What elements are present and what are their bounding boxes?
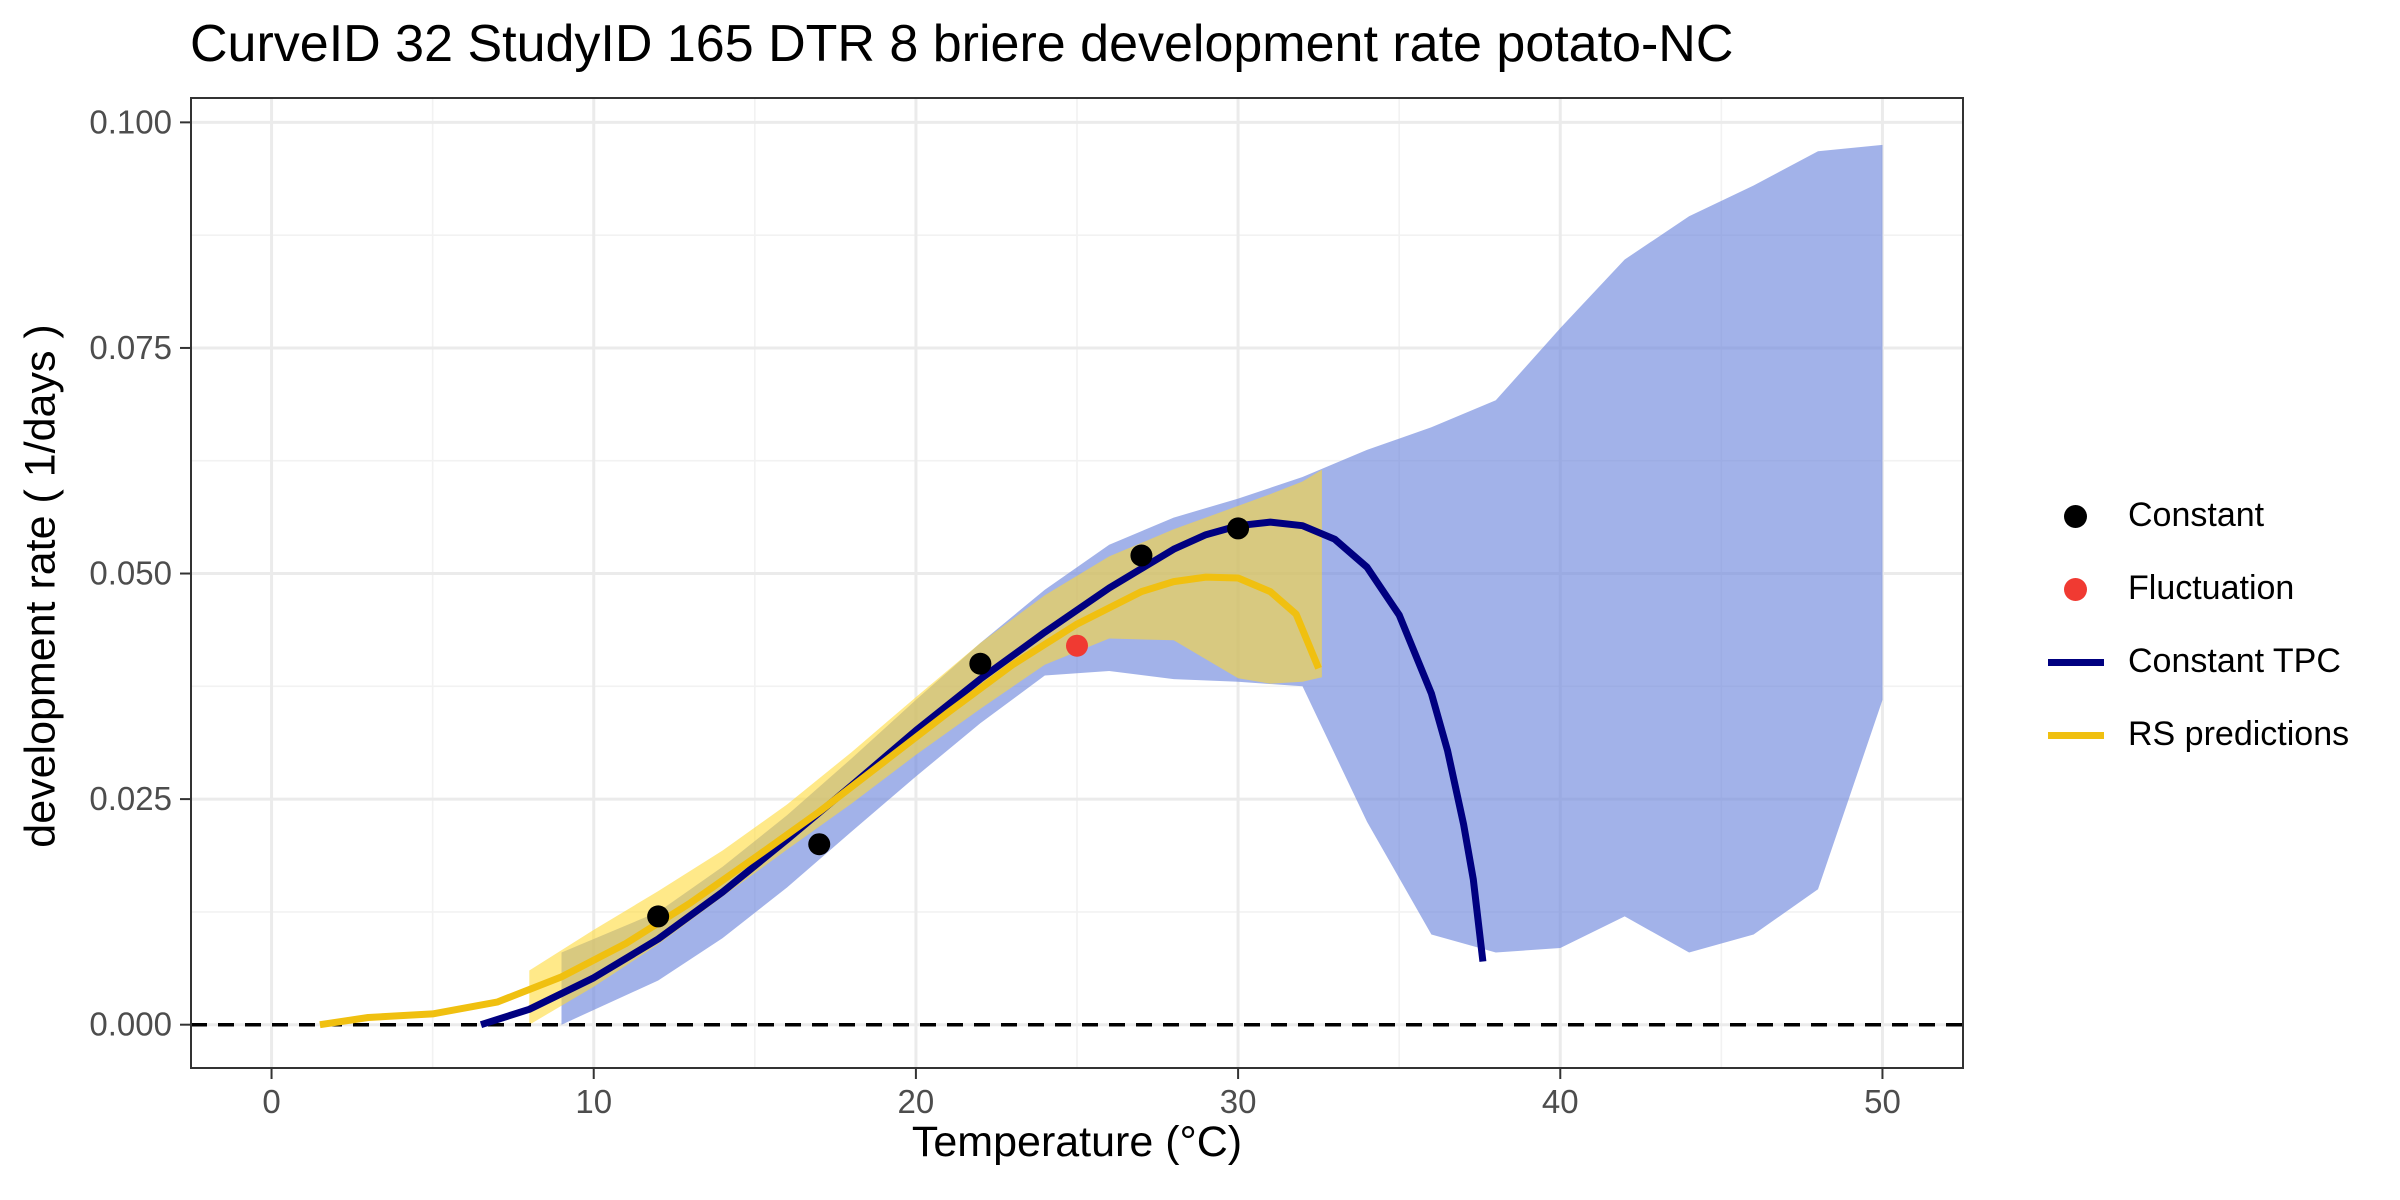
y-tick-label: 0.025 <box>89 780 172 817</box>
fluctuation-data-point <box>1066 634 1088 657</box>
legend-item-fluctuation: Fluctuation <box>2040 553 2390 626</box>
legend-label-constant: Constant <box>2128 496 2265 534</box>
y-tick-label: 0.100 <box>89 103 172 140</box>
constant-data-point <box>808 833 831 856</box>
legend-key-constant <box>2040 480 2110 553</box>
constant-data-point <box>1227 517 1250 540</box>
legend-item-rs-predictions: RS predictions <box>2040 699 2390 772</box>
legend-key-constant-tpc <box>2040 626 2110 699</box>
x-tick-label: 30 <box>1220 1083 1257 1120</box>
x-axis-ticks: 0 10 20 30 40 50 <box>262 1068 1901 1120</box>
constant-data-point <box>1130 544 1153 567</box>
x-tick-label: 50 <box>1864 1083 1901 1120</box>
chart-title: CurveID 32 StudyID 165 DTR 8 briere deve… <box>190 15 1734 73</box>
legend-label-rs-predictions: RS predictions <box>2128 715 2350 753</box>
x-axis-label: Temperature (°C) <box>911 1118 1243 1166</box>
legend-key-fluctuation <box>2040 553 2110 626</box>
y-tick-label: 0.075 <box>89 329 172 366</box>
constant-data-point <box>969 652 992 675</box>
rs-predictions-line <box>319 573 1322 1029</box>
legend-item-constant-tpc: Constant TPC <box>2040 626 2390 699</box>
x-tick-label: 20 <box>898 1083 935 1120</box>
curve-lines <box>319 518 1487 1029</box>
plot-panel-border <box>190 97 1964 1069</box>
y-axis-ticks: 0.000 0.025 0.050 0.075 0.100 <box>89 103 191 1043</box>
legend: Constant Fluctuation Constant TPC RS pre… <box>2040 480 2390 772</box>
data-points <box>647 517 1250 928</box>
y-tick-label: 0.050 <box>89 555 172 592</box>
x-tick-label: 10 <box>575 1083 612 1120</box>
x-tick-label: 0 <box>262 1083 280 1120</box>
legend-label-constant-tpc: Constant TPC <box>2128 642 2341 680</box>
constant-data-point <box>647 905 670 928</box>
legend-key-rs-predictions <box>2040 699 2110 772</box>
y-tick-label: 0.000 <box>89 1006 172 1043</box>
y-axis-label: development rate ( 1/days ) <box>16 324 65 848</box>
legend-label-fluctuation: Fluctuation <box>2128 569 2295 607</box>
constant-tpc-line <box>479 518 1487 1029</box>
x-tick-label: 40 <box>1542 1083 1579 1120</box>
legend-item-constant: Constant <box>2040 480 2390 553</box>
